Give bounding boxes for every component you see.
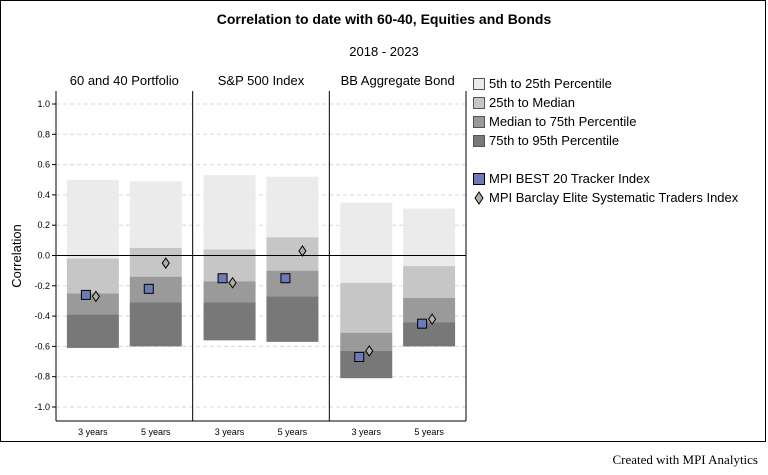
x-tick-label: 3 years: [78, 427, 108, 437]
x-tick-label: 3 years: [351, 427, 381, 437]
barclay-marker: [427, 313, 437, 326]
y-tick-label: -0.6: [34, 341, 50, 351]
x-tick-label: 3 years: [215, 427, 245, 437]
percentile-band: [340, 332, 393, 351]
barclay-marker: [91, 290, 101, 303]
barclay-marker: [161, 257, 170, 269]
legend-label: MPI Barclay Elite Systematic Traders Ind…: [489, 190, 739, 205]
y-tick-label: -1.0: [34, 402, 50, 412]
legend-label: Median to 75th Percentile: [489, 114, 637, 129]
y-tick-label: 0.6: [37, 160, 50, 170]
legend-label: 25th to Median: [489, 95, 576, 110]
legend-square-marker: [473, 173, 485, 185]
legend-swatch-p75-p95: [473, 135, 485, 147]
y-tick-label: -0.4: [34, 311, 50, 321]
percentile-band: [203, 175, 256, 250]
legend-swatch-p25-median: [473, 97, 485, 109]
y-tick-label: -0.8: [34, 372, 50, 382]
percentile-band: [266, 296, 319, 342]
percentile-band: [66, 258, 119, 294]
percentile-band: [129, 276, 182, 303]
diamond-shape: [474, 191, 484, 205]
best20-marker: [143, 283, 154, 294]
y-tick-label: 0.8: [37, 129, 50, 139]
best20-marker: [354, 352, 365, 363]
panel-title: S&P 500 Index: [218, 73, 305, 88]
x-tick-label: 5 years: [141, 427, 171, 437]
percentile-band: [403, 208, 456, 267]
percentile-band: [129, 181, 182, 248]
percentile-band: [266, 176, 319, 238]
best20-marker: [280, 273, 291, 284]
percentile-band: [266, 237, 319, 271]
best20-marker: [417, 318, 428, 329]
percentile-band: [203, 302, 256, 341]
chart-frame: Correlation to date with 60-40, Equities…: [0, 0, 766, 442]
y-axis-label: Correlation: [9, 224, 24, 288]
percentile-band: [340, 350, 393, 379]
percentile-band: [66, 293, 119, 315]
legend-label: MPI BEST 20 Tracker Index: [489, 171, 650, 186]
panel-title: BB Aggregate Bond: [341, 73, 455, 88]
chart-title: Correlation to date with 60-40, Equities…: [217, 11, 552, 27]
legend-diamond-marker: [474, 191, 484, 205]
y-tick-label: 0.2: [37, 220, 50, 230]
y-tick-label: 0.4: [37, 190, 50, 200]
percentile-band: [129, 302, 182, 347]
percentile-band: [340, 282, 393, 333]
best20-marker: [217, 273, 228, 284]
chart-subtitle: 2018 - 2023: [349, 44, 418, 59]
percentile-band: [66, 179, 119, 259]
panel-title: 60 and 40 Portfolio: [70, 73, 179, 88]
percentile-band: [129, 247, 182, 277]
percentile-band: [203, 281, 256, 303]
legend-swatch-p5-p25: [473, 78, 485, 90]
best20-marker: [80, 289, 91, 300]
percentile-band: [66, 314, 119, 348]
x-tick-label: 5 years: [414, 427, 444, 437]
percentile-band: [403, 322, 456, 347]
legend-label: 5th to 25th Percentile: [489, 76, 612, 91]
x-tick-label: 5 years: [278, 427, 308, 437]
y-tick-label: 0.0: [37, 251, 50, 261]
percentile-band: [340, 202, 393, 283]
credit-text: Created with MPI Analytics: [612, 452, 758, 467]
legend-swatch-median-p75: [473, 116, 485, 128]
barclay-marker: [365, 345, 374, 357]
y-tick-label: 1.0: [37, 99, 50, 109]
percentile-band: [203, 249, 256, 282]
correlation-chart: Correlation to date with 60-40, Equities…: [9, 11, 552, 437]
barclay-marker: [228, 276, 237, 289]
percentile-band: [403, 266, 456, 298]
legend-label: 75th to 95th Percentile: [489, 133, 620, 148]
percentile-band: [266, 270, 319, 297]
y-tick-label: -0.2: [34, 281, 50, 291]
